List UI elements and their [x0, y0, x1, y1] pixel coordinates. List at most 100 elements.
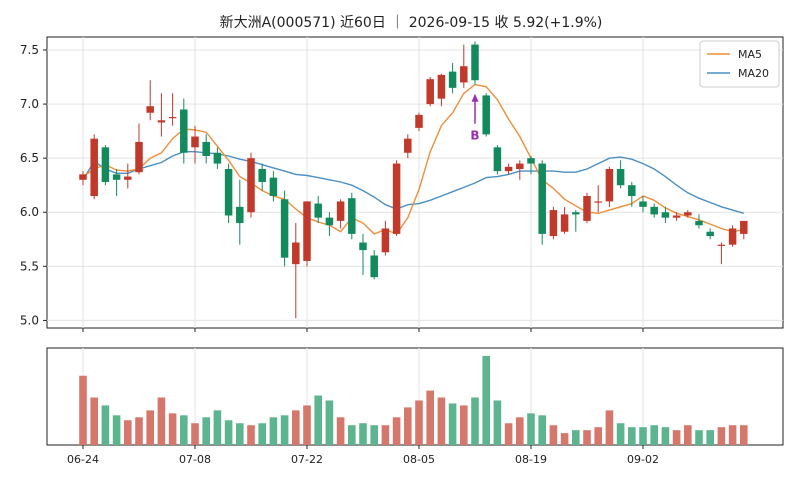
candle — [616, 160, 625, 189]
volume-bar — [370, 425, 378, 445]
volume-bar — [202, 417, 210, 445]
candle — [370, 250, 378, 280]
price-gridlines — [47, 37, 783, 328]
volume-bar — [504, 423, 513, 445]
candle-body — [180, 109, 188, 153]
candle — [135, 123, 143, 175]
chart-legend: MA5 MA20 — [699, 40, 780, 88]
candle — [247, 152, 255, 218]
candle — [572, 210, 580, 232]
candle-body — [549, 210, 558, 237]
candle-body — [594, 201, 602, 203]
candle-body — [213, 152, 222, 164]
volume-bar — [717, 427, 726, 445]
candle — [605, 166, 614, 207]
volume-bar — [549, 425, 558, 445]
volume-bar — [348, 425, 356, 445]
legend-ma20-label: MA20 — [738, 67, 769, 80]
candle-body — [90, 138, 98, 197]
volume-bar — [135, 417, 143, 445]
volume-bar — [146, 410, 154, 445]
candle-body — [269, 177, 278, 197]
volume-bar — [325, 400, 334, 445]
candle-body — [706, 231, 714, 237]
ma5-line — [82, 83, 744, 235]
candlestick-series — [79, 41, 748, 319]
candle-body — [628, 185, 636, 197]
candle — [527, 155, 535, 175]
candle-body — [504, 166, 513, 172]
candle — [594, 185, 602, 213]
volume-bar — [236, 423, 244, 445]
volume-bar — [471, 397, 479, 445]
candle-body — [325, 217, 334, 226]
volume-bar — [460, 405, 468, 445]
candle-body — [258, 168, 266, 182]
volume-bar — [482, 355, 490, 445]
candle — [325, 212, 334, 237]
candle — [180, 98, 188, 164]
candle — [280, 190, 289, 267]
candle-body — [224, 168, 233, 216]
volume-bar — [527, 413, 535, 445]
candle — [482, 93, 490, 137]
candle-body — [516, 163, 524, 169]
candle — [583, 192, 591, 224]
candle-body — [135, 141, 143, 173]
volume-bar — [448, 403, 457, 445]
candle — [258, 163, 266, 191]
volume-bar — [661, 427, 670, 445]
candle — [504, 163, 513, 175]
candle-body — [605, 168, 614, 202]
candle-body — [157, 120, 166, 123]
legend-box — [699, 40, 780, 88]
candle — [560, 206, 569, 234]
candle-body — [460, 66, 468, 83]
candle-body — [560, 214, 569, 232]
y-tick-label: 7.0 — [20, 97, 39, 111]
volume-bar — [180, 415, 188, 445]
candle-body — [572, 212, 580, 215]
candle-body — [728, 228, 737, 245]
candle — [728, 225, 737, 247]
candle-body — [191, 136, 199, 148]
price-panel-frame — [46, 36, 784, 329]
volume-bar — [303, 405, 311, 445]
candle — [269, 171, 278, 202]
candle-body — [415, 114, 423, 128]
candle — [236, 179, 244, 245]
candle-body — [124, 176, 132, 180]
candle-body — [616, 168, 625, 186]
chart-title: 新大洲A(000571) 近60日 ｜ 2026-09-15 收 5.92(+1… — [220, 15, 603, 31]
candle — [157, 93, 166, 137]
y-tick-label: 6.5 — [20, 151, 39, 165]
volume-bar — [314, 395, 322, 445]
candle — [90, 134, 98, 200]
volume-bar — [560, 433, 569, 445]
volume-bar — [437, 397, 446, 445]
candle — [381, 220, 390, 256]
candle — [79, 171, 87, 186]
volume-bar — [213, 410, 222, 445]
candle-body — [359, 242, 367, 251]
candle-body — [292, 242, 300, 265]
annotation-layer: B — [470, 93, 480, 143]
volume-bar — [650, 425, 658, 445]
price-y-axis: 5.0 5.5 6.0 6.5 7.0 7.5 — [20, 43, 47, 327]
volume-panel: 06-24 07-08 07-22 08-05 08-19 09-02 — [46, 347, 784, 466]
candle — [493, 145, 502, 175]
candle-body — [527, 158, 535, 164]
volume-bar — [79, 375, 87, 445]
candle — [717, 242, 726, 265]
candle-body — [583, 196, 591, 221]
candle — [661, 206, 670, 224]
candle — [314, 196, 322, 224]
candle-body — [112, 174, 121, 180]
candle-body — [684, 212, 692, 216]
candle — [336, 199, 345, 229]
volume-bar — [740, 425, 748, 445]
volume-x-axis: 06-24 07-08 07-22 08-05 08-19 09-02 — [67, 445, 659, 466]
annotation-label: B — [470, 129, 479, 143]
candle — [471, 41, 479, 85]
